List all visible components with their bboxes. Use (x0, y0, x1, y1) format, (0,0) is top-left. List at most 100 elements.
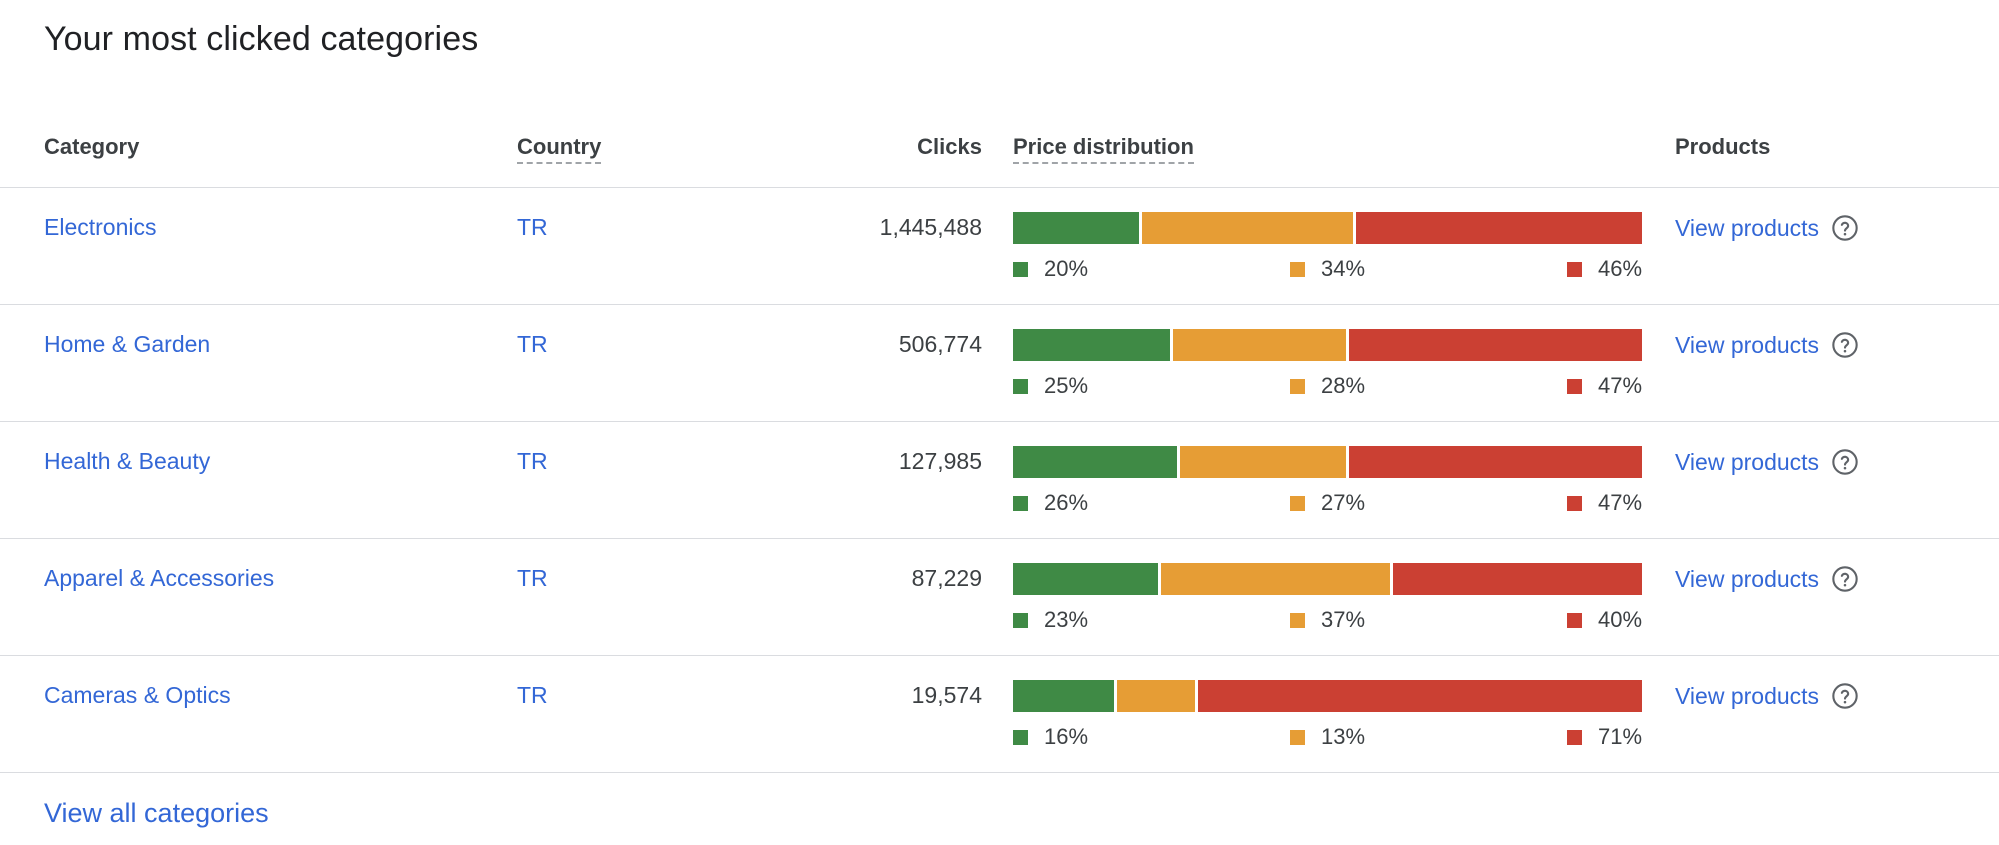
legend-swatch-high (1567, 378, 1582, 394)
clicks-value: 19,574 (911, 682, 982, 708)
price-segment-mid (1170, 329, 1347, 361)
country-link[interactable]: TR (517, 214, 548, 240)
products-cell: View products (1675, 565, 1859, 593)
products-cell: View products (1675, 331, 1859, 359)
clicks-value: 1,445,488 (879, 214, 982, 240)
table-row: Health & Beauty TR 127,985 26% 27% 47% View pr… (0, 422, 1999, 539)
price-percent-mid: 37% (1321, 607, 1366, 632)
column-header-products: Products (1675, 134, 1771, 159)
help-circle-icon[interactable] (1831, 331, 1859, 359)
table-header: Category Country Clicks Price distributi… (0, 110, 1999, 188)
price-segment-mid (1138, 212, 1353, 244)
price-distribution-bar[interactable] (1013, 680, 1642, 712)
country-link[interactable]: TR (517, 331, 548, 357)
column-header-category[interactable]: Category (44, 134, 140, 159)
country-link[interactable]: TR (517, 565, 548, 591)
price-percent-high: 47% (1598, 490, 1643, 515)
help-circle-icon[interactable] (1831, 214, 1859, 242)
table-row: Cameras & Optics TR 19,574 16% 13% 71% View pr… (0, 656, 1999, 773)
price-legend-low: 20% (1013, 256, 1088, 282)
price-segment-low (1013, 212, 1139, 244)
price-segment-high (1390, 563, 1642, 595)
category-link[interactable]: Apparel & Accessories (44, 565, 275, 591)
view-products-link[interactable]: View products (1675, 331, 1820, 358)
legend-swatch-low (1013, 729, 1028, 745)
legend-swatch-low (1013, 612, 1028, 628)
legend-swatch-mid (1290, 261, 1305, 277)
price-legend-high: 47% (1567, 373, 1642, 399)
country-link[interactable]: TR (517, 448, 548, 474)
category-link[interactable]: Home & Garden (44, 331, 211, 357)
price-legend-high: 40% (1567, 607, 1642, 633)
legend-swatch-mid (1290, 495, 1305, 511)
country-link[interactable]: TR (517, 682, 548, 708)
price-percent-mid: 28% (1321, 373, 1366, 398)
price-segment-low (1013, 329, 1171, 361)
table-row: Home & Garden TR 506,774 25% 28% 47% View prod… (0, 305, 1999, 422)
price-legend-mid: 27% (1290, 490, 1365, 516)
price-legend-high: 71% (1567, 724, 1642, 750)
price-segment-low (1013, 680, 1114, 712)
help-circle-icon[interactable] (1831, 565, 1859, 593)
legend-swatch-high (1567, 261, 1582, 277)
price-percent-high: 47% (1598, 373, 1643, 398)
table-row: Electronics TR 1,445,488 20% 34% 46% View prod… (0, 188, 1999, 305)
price-legend-mid: 13% (1290, 724, 1365, 750)
view-products-link[interactable]: View products (1675, 448, 1820, 475)
products-cell: View products (1675, 448, 1859, 476)
price-percent-low: 16% (1044, 724, 1089, 749)
price-legend-low: 26% (1013, 490, 1088, 516)
price-percent-mid: 27% (1321, 490, 1366, 515)
price-distribution-bar[interactable] (1013, 329, 1642, 361)
price-percent-high: 46% (1598, 256, 1643, 281)
clicks-value: 506,774 (898, 331, 982, 357)
price-distribution-bar[interactable] (1013, 446, 1642, 478)
price-distribution-bar[interactable] (1013, 212, 1642, 244)
category-link[interactable]: Electronics (44, 214, 157, 240)
price-percent-low: 23% (1044, 607, 1089, 632)
column-header-price-distribution-label: Price distribution (1013, 134, 1194, 164)
price-segment-high (1195, 680, 1642, 712)
legend-swatch-high (1567, 729, 1582, 745)
help-circle-icon[interactable] (1831, 448, 1859, 476)
price-legend-low: 16% (1013, 724, 1088, 750)
view-all-categories-link[interactable]: View all categories (44, 798, 269, 828)
price-legend-high: 47% (1567, 490, 1642, 516)
price-percent-low: 25% (1044, 373, 1089, 398)
legend-swatch-mid (1290, 729, 1305, 745)
price-segment-mid (1176, 446, 1347, 478)
category-link[interactable]: Health & Beauty (44, 448, 211, 474)
price-percent-mid: 34% (1321, 256, 1366, 281)
category-link[interactable]: Cameras & Optics (44, 682, 231, 708)
price-legend-mid: 28% (1290, 373, 1365, 399)
legend-swatch-high (1567, 612, 1582, 628)
view-products-link[interactable]: View products (1675, 565, 1820, 592)
price-percent-high: 40% (1598, 607, 1643, 632)
column-header-price-distribution[interactable]: Price distribution (1013, 134, 1194, 164)
legend-swatch-mid (1290, 612, 1305, 628)
column-header-clicks[interactable]: Clicks (917, 134, 982, 159)
legend-swatch-low (1013, 378, 1028, 394)
view-products-link[interactable]: View products (1675, 214, 1820, 241)
legend-swatch-high (1567, 495, 1582, 511)
help-circle-icon[interactable] (1831, 682, 1859, 710)
price-percent-high: 71% (1598, 724, 1643, 749)
products-cell: View products (1675, 682, 1859, 710)
price-segment-mid (1113, 680, 1196, 712)
price-segment-low (1013, 446, 1177, 478)
column-header-country[interactable]: Country (517, 134, 602, 164)
price-legend-low: 25% (1013, 373, 1088, 399)
price-percent-mid: 13% (1321, 724, 1366, 749)
view-products-link[interactable]: View products (1675, 682, 1820, 709)
legend-swatch-low (1013, 495, 1028, 511)
price-legend-mid: 34% (1290, 256, 1365, 282)
price-segment-mid (1157, 563, 1391, 595)
clicks-value: 127,985 (898, 448, 982, 474)
price-distribution-bar[interactable] (1013, 563, 1642, 595)
legend-swatch-low (1013, 261, 1028, 277)
price-segment-high (1346, 329, 1642, 361)
price-segment-high (1352, 212, 1642, 244)
page-title: Your most clicked categories (44, 20, 479, 58)
price-legend-mid: 37% (1290, 607, 1365, 633)
column-header-country-label: Country (517, 134, 602, 164)
